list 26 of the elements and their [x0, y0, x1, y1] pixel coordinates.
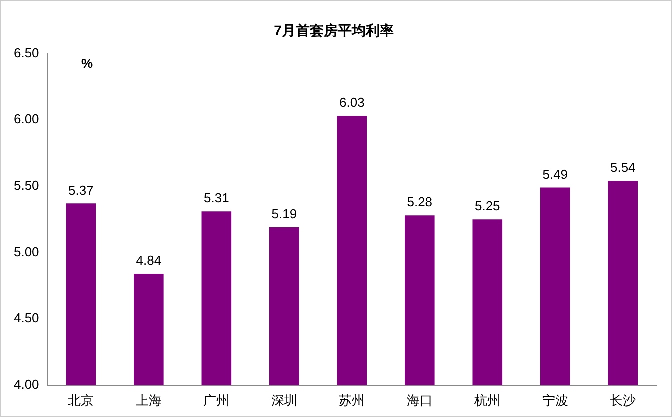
- y-tick-label: 5.00: [14, 244, 40, 260]
- x-tick-label: 宁波: [542, 392, 568, 408]
- y-tick-label: 6.50: [14, 45, 40, 60]
- y-tick-label: 5.50: [14, 178, 40, 194]
- y-tick-label: 6.00: [14, 112, 40, 127]
- chart-title: 7月首套房平均利率: [274, 22, 394, 38]
- data-label: 5.31: [204, 190, 230, 206]
- x-tick-label: 北京: [68, 392, 94, 408]
- data-label: 6.03: [339, 95, 365, 110]
- x-tick-label: 长沙: [610, 392, 636, 408]
- data-label: 5.25: [474, 198, 500, 214]
- x-tick-label: 苏州: [339, 392, 366, 408]
- y-tick-label: 4.50: [14, 310, 40, 326]
- x-tick-label: 深圳: [271, 392, 298, 408]
- data-label: 5.28: [407, 194, 433, 210]
- data-label: 5.49: [542, 166, 568, 182]
- data-label: 5.54: [610, 160, 636, 176]
- data-label: 4.84: [136, 253, 162, 268]
- y-tick-label: 4.00: [14, 376, 40, 392]
- x-tick-label: 海口: [406, 392, 433, 408]
- x-tick-label: 广州: [204, 392, 230, 408]
- data-label: 5.37: [68, 182, 94, 198]
- y-axis-title: %: [82, 56, 94, 71]
- x-tick-label: 上海: [136, 392, 162, 408]
- data-label: 5.19: [272, 206, 298, 222]
- x-tick-label: 杭州: [474, 392, 501, 408]
